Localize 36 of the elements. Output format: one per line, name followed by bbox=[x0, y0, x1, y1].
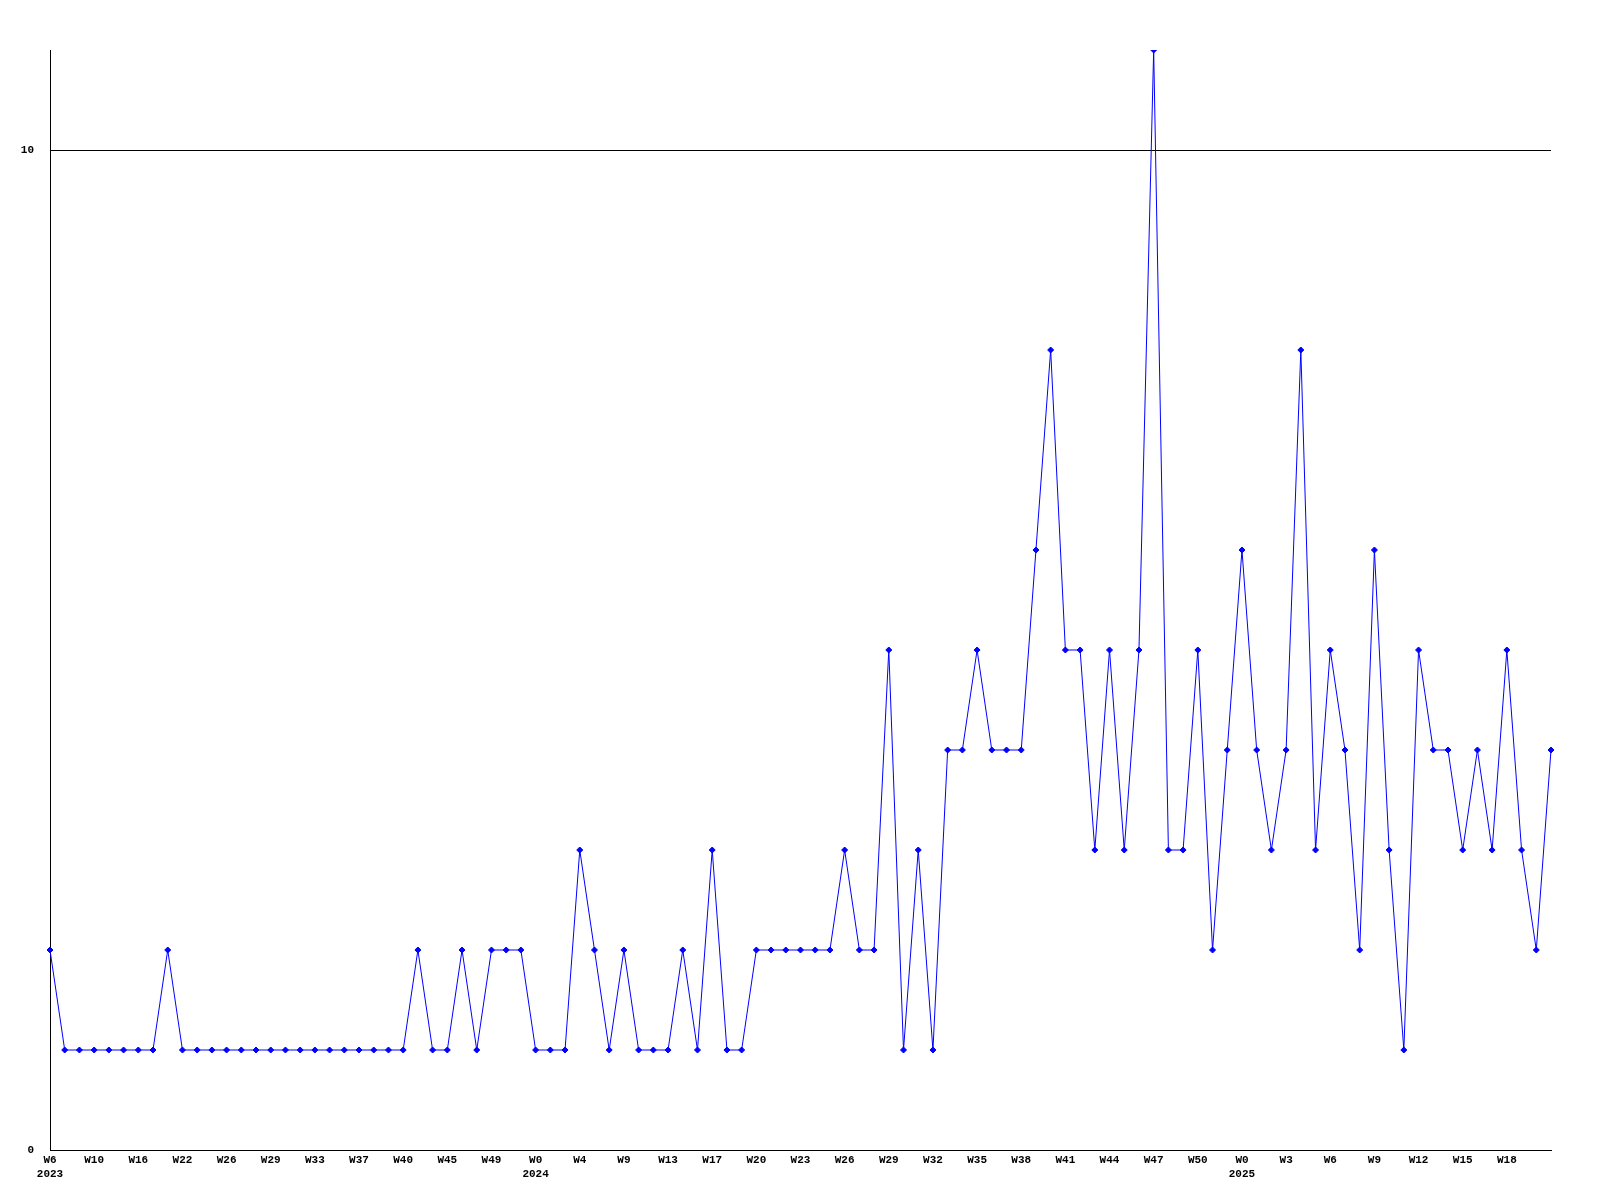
x-tick-label: W18 bbox=[1496, 1154, 1518, 1167]
x-tick-label: W9 bbox=[617, 1154, 631, 1167]
x-tick-label: W12 bbox=[1408, 1154, 1429, 1167]
x-tick-label: W13 bbox=[658, 1154, 679, 1167]
x-tick-label: W29 bbox=[260, 1154, 281, 1167]
x-tick-label: W41 bbox=[1055, 1154, 1076, 1167]
x-tick-label: W0 2024 bbox=[522, 1154, 550, 1180]
x-tick-label: W9 bbox=[1367, 1154, 1382, 1167]
x-tick-label: W38 bbox=[1011, 1154, 1032, 1167]
x-tick-label: W32 bbox=[923, 1154, 943, 1167]
x-tick-label: W40 bbox=[393, 1154, 414, 1167]
x-tick-label: W47 bbox=[1143, 1154, 1164, 1167]
y-tick-label: 10 bbox=[20, 143, 34, 156]
x-tick-label: W6 bbox=[1323, 1154, 1337, 1167]
x-tick-label: W50 bbox=[1187, 1154, 1208, 1167]
x-tick-label: W23 bbox=[790, 1154, 811, 1167]
x-tick-label: W6 2023 bbox=[36, 1154, 64, 1180]
x-tick-label: W26 bbox=[834, 1154, 855, 1167]
x-tick-label: W45 bbox=[437, 1154, 458, 1167]
x-tick-label: W16 bbox=[128, 1154, 149, 1167]
x-tick-label: W44 bbox=[1099, 1154, 1120, 1167]
x-tick-label: W10 bbox=[84, 1154, 105, 1167]
x-tick-label: W37 bbox=[349, 1154, 369, 1167]
x-tick-label: W3 bbox=[1279, 1154, 1294, 1167]
x-tick-label: W33 bbox=[304, 1154, 326, 1167]
x-tick-label: W0 2025 bbox=[1228, 1154, 1256, 1180]
x-tick-label: W4 bbox=[573, 1154, 587, 1167]
x-tick-label: W20 bbox=[746, 1154, 767, 1167]
x-tick-label: W35 bbox=[967, 1154, 988, 1167]
x-tick-label: W29 bbox=[878, 1154, 899, 1167]
x-tick-label: W49 bbox=[481, 1154, 502, 1167]
y-tick-label: 0 bbox=[27, 1143, 34, 1156]
x-tick-label: W22 bbox=[172, 1154, 193, 1167]
x-tick-label: W26 bbox=[216, 1154, 237, 1167]
x-tick-label: W17 bbox=[702, 1154, 723, 1167]
x-tick-label: W15 bbox=[1452, 1154, 1473, 1167]
